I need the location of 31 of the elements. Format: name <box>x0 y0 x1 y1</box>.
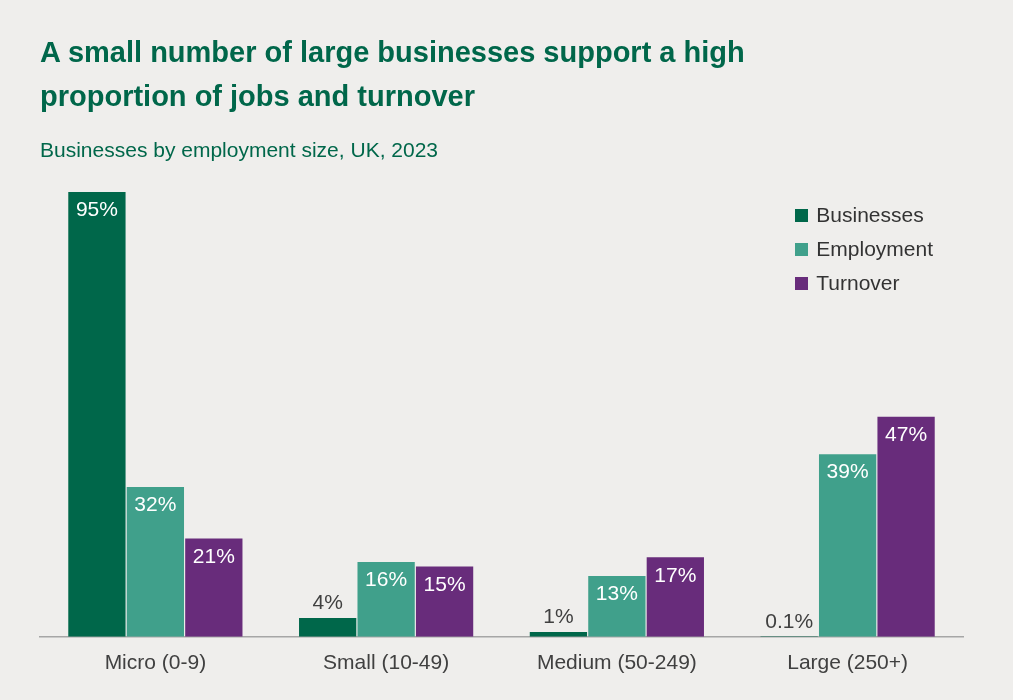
legend-label: Businesses <box>816 203 924 227</box>
data-label: 15% <box>423 571 466 595</box>
x-tick-label: Small (10-49) <box>323 650 450 674</box>
data-label: 32% <box>134 492 177 516</box>
data-label: 17% <box>654 562 697 586</box>
chart-title: A small number of large businesses support a high proportion of jobs and turnover <box>40 35 746 114</box>
bar <box>877 416 935 637</box>
data-label: 4% <box>312 590 343 614</box>
bar <box>357 561 415 637</box>
x-tick-label: Micro (0-9) <box>104 650 207 674</box>
bar <box>299 618 357 637</box>
data-label: 0.1% <box>765 608 814 632</box>
bar <box>185 538 243 637</box>
bar <box>415 566 474 637</box>
legend-label: Employment <box>816 237 933 261</box>
data-label: 1% <box>543 604 574 628</box>
data-label: 13% <box>595 581 638 605</box>
data-label: 21% <box>192 543 235 567</box>
x-tick-label: Large (250+) <box>787 650 909 674</box>
data-label: 47% <box>885 422 928 446</box>
bar <box>818 454 877 637</box>
bar <box>588 575 646 637</box>
bar <box>68 192 126 637</box>
legend-label: Turnover <box>816 271 900 295</box>
bar <box>646 557 704 637</box>
data-label: 39% <box>826 459 869 483</box>
x-tick-label: Medium (50-249) <box>536 650 697 674</box>
bar <box>126 486 185 637</box>
data-label: 95% <box>75 197 118 221</box>
chart-subtitle: Businesses by employment size, UK, 2023 <box>40 138 439 162</box>
data-label: 16% <box>365 567 408 591</box>
